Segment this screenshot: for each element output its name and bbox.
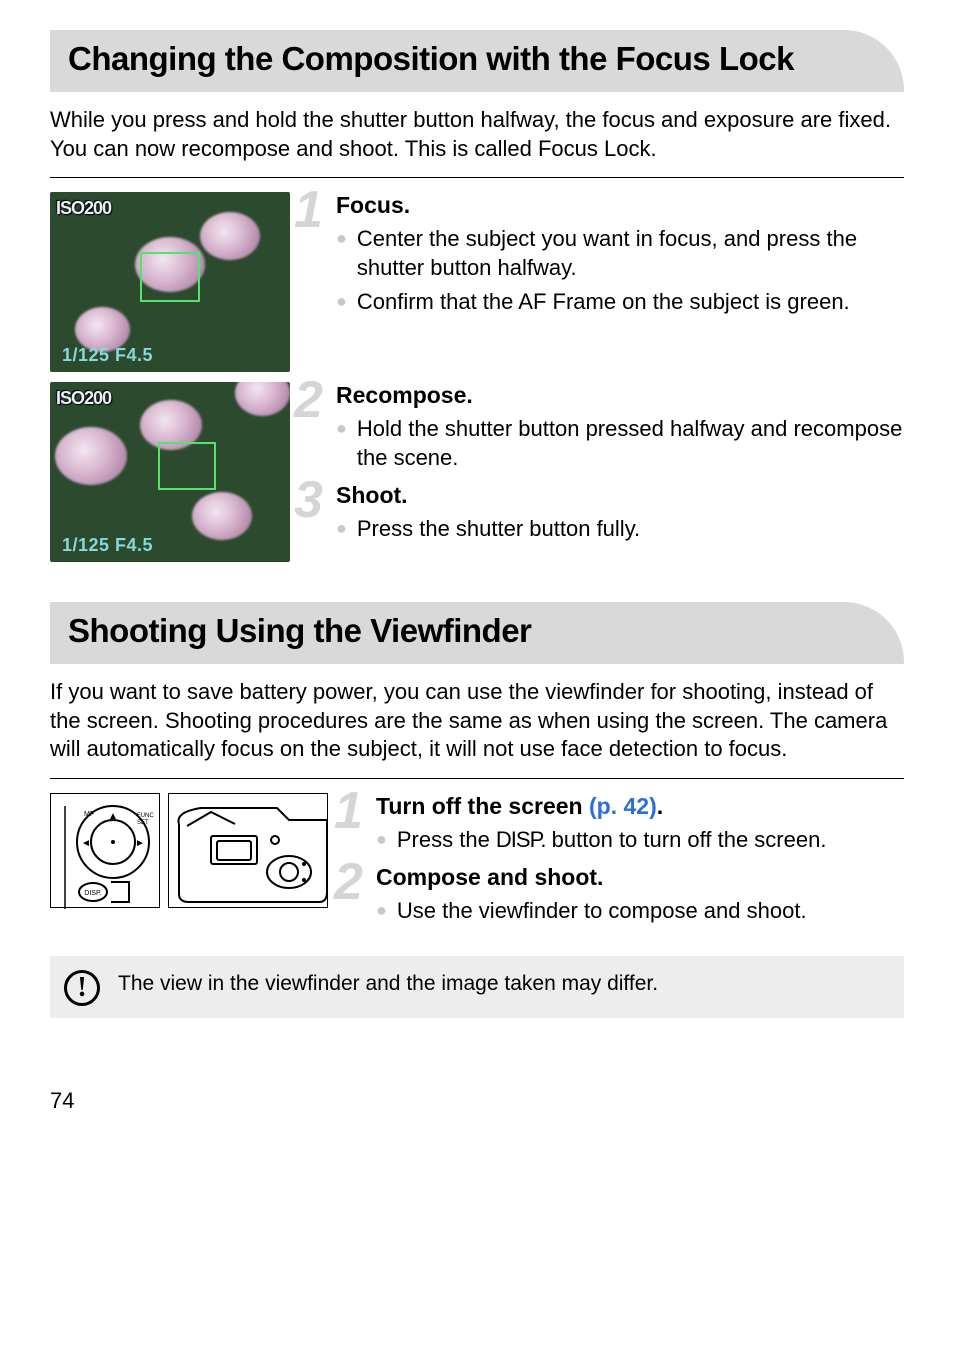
step-title: Focus. — [336, 192, 904, 219]
af-frame — [158, 442, 216, 490]
caution-text: The view in the viewfinder and the image… — [118, 968, 658, 996]
section-intro: If you want to save battery power, you c… — [50, 678, 904, 764]
section-header: Changing the Composition with the Focus … — [50, 30, 904, 92]
preview-image: ISO200 1/125 F4.5 — [50, 192, 290, 372]
svg-text:FUNC: FUNC — [137, 813, 154, 819]
page-xref: (p. 42) — [589, 793, 657, 819]
section-title: Changing the Composition with the Focus … — [68, 40, 884, 78]
camera-preview-recompose: ISO200 1/125 F4.5 — [50, 382, 290, 562]
shutter-label: 1/125 F4.5 — [62, 345, 153, 366]
svg-text:SET: SET — [137, 820, 149, 826]
step-number: 1 — [294, 180, 323, 240]
camera-dpad-panel: ▲ ◄ ► MF FUNC SET DISP. — [50, 793, 160, 908]
step-bullet: Press the DISP. button to turn off the s… — [376, 826, 904, 855]
svg-text:DISP.: DISP. — [84, 890, 101, 897]
section-header: Shooting Using the Viewfinder — [50, 602, 904, 664]
page-number: 74 — [50, 1088, 904, 1114]
caution-box: ! The view in the viewfinder and the ima… — [50, 956, 904, 1018]
step-bullet: Confirm that the AF Frame on the subject… — [336, 288, 904, 317]
camera-back-illustration: ▲ ◄ ► MF FUNC SET DISP. — [50, 793, 330, 908]
step-title: Shoot. — [336, 482, 904, 509]
caution-icon: ! — [64, 970, 100, 1006]
svg-text:MF: MF — [84, 811, 94, 818]
svg-text:►: ► — [135, 838, 145, 849]
step-bullet: Use the viewfinder to compose and shoot. — [376, 897, 904, 926]
step-bullet: Hold the shutter button pressed halfway … — [336, 415, 904, 472]
step-bullet: Press the shutter button fully. — [336, 515, 904, 544]
divider — [50, 177, 904, 178]
section-intro: While you press and hold the shutter but… — [50, 106, 904, 163]
svg-text:▲: ▲ — [108, 811, 118, 822]
step-number: 2 — [334, 852, 363, 912]
preview-image: ISO200 1/125 F4.5 — [50, 382, 290, 562]
step-number: 3 — [294, 470, 323, 530]
step-title: Recompose. — [336, 382, 904, 409]
step-bullet: Center the subject you want in focus, an… — [336, 225, 904, 282]
af-frame — [140, 252, 200, 302]
step-title: Turn off the screen (p. 42). — [376, 793, 904, 820]
section-title: Shooting Using the Viewfinder — [68, 612, 884, 650]
iso-label: ISO200 — [56, 388, 111, 409]
disp-button-label: DISP. — [496, 827, 546, 852]
camera-top-panel — [168, 793, 328, 908]
shutter-label: 1/125 F4.5 — [62, 535, 153, 556]
step-number: 2 — [294, 370, 323, 430]
iso-label: ISO200 — [56, 198, 111, 219]
camera-preview-focus: ISO200 1/125 F4.5 — [50, 192, 290, 372]
step-title: Compose and shoot. — [376, 864, 904, 891]
divider — [50, 778, 904, 779]
svg-text:◄: ◄ — [81, 838, 91, 849]
step-number: 1 — [334, 781, 363, 841]
